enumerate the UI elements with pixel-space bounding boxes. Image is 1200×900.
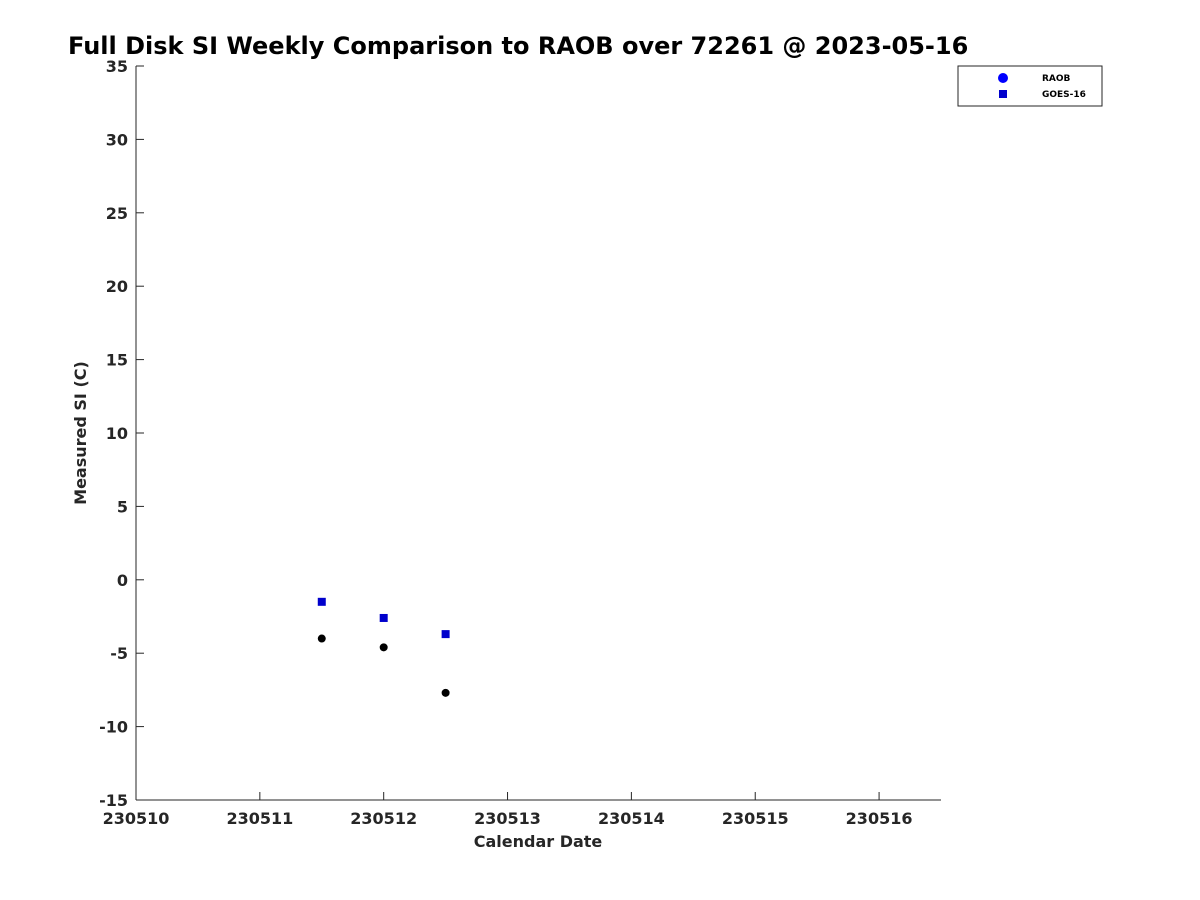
x-tick-label: 230511 (226, 809, 293, 828)
x-tick-label: 230513 (474, 809, 541, 828)
x-axis-label: Calendar Date (474, 832, 603, 851)
y-axis-label: Measured SI (C) (71, 361, 90, 505)
x-tick-label: 230515 (722, 809, 789, 828)
goes16-point (317, 597, 326, 606)
y-tick-label: 10 (106, 424, 128, 443)
y-tick-label: 15 (106, 351, 128, 370)
y-tick-label: 5 (117, 497, 128, 516)
x-ticks: 230510 230511 230512 230513 230514 230515 2305… (103, 792, 913, 828)
data-points (317, 597, 450, 697)
legend-raob-marker (998, 73, 1008, 83)
y-tick-label: 35 (106, 57, 128, 76)
legend: RAOB GOES-16 (957, 65, 1103, 107)
y-ticks: -15 -10 -5 0 5 10 15 20 25 30 35 (99, 57, 144, 810)
legend-goes-label: GOES-16 (1042, 90, 1086, 100)
raob-point (317, 634, 326, 643)
x-tick-label: 230510 (103, 809, 170, 828)
y-tick-label: 25 (106, 204, 128, 223)
legend-box (957, 65, 1103, 107)
x-tick-label: 230514 (598, 809, 665, 828)
goes16-point (441, 630, 450, 639)
goes16-point (379, 613, 388, 622)
x-tick-label: 230512 (350, 809, 417, 828)
chart-title: Full Disk SI Weekly Comparison to RAOB o… (68, 32, 968, 60)
y-tick-label: 30 (106, 130, 128, 149)
y-tick-label: -10 (99, 718, 128, 737)
raob-point (379, 643, 388, 652)
y-tick-label: 20 (106, 277, 128, 296)
raob-point (441, 688, 450, 697)
x-tick-label: 230516 (846, 809, 913, 828)
y-tick-label: -5 (110, 644, 128, 663)
y-tick-label: -15 (99, 791, 128, 810)
axes (135, 66, 941, 801)
legend-goes-marker (999, 90, 1007, 98)
y-tick-label: 0 (117, 571, 128, 590)
legend-raob-label: RAOB (1042, 74, 1071, 84)
